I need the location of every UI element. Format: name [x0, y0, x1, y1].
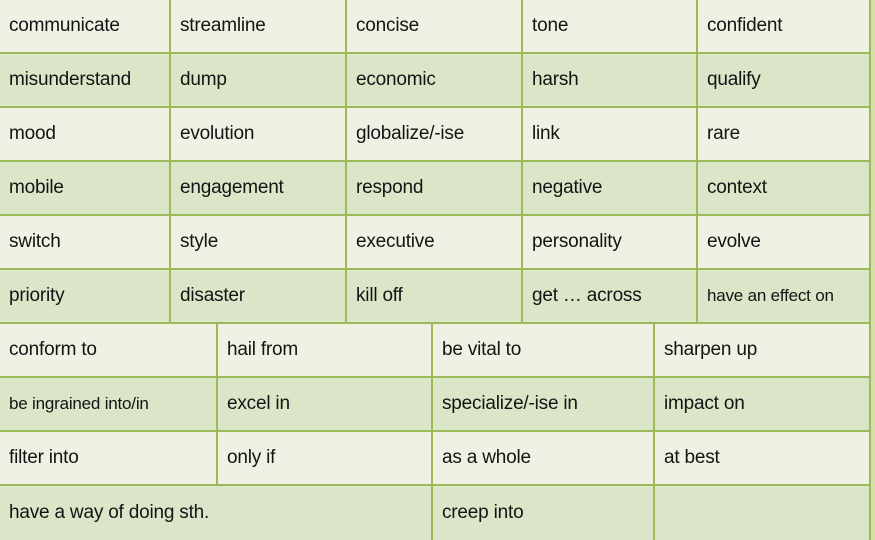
- table-cell: at best: [655, 432, 871, 486]
- table-cell: kill off: [347, 270, 523, 324]
- table-cell: filter into: [0, 432, 218, 486]
- table-cell: personality: [523, 216, 698, 270]
- vocabulary-phrases-table: conform to hail from be vital to sharpen up…: [0, 324, 871, 540]
- table-cell: communicate: [0, 0, 171, 54]
- table-cell: evolution: [171, 108, 347, 162]
- table-cell: confident: [698, 0, 871, 54]
- table-cell: engagement: [171, 162, 347, 216]
- table-cell: be vital to: [433, 324, 655, 378]
- table-cell-empty: [655, 486, 871, 540]
- table-cell: rare: [698, 108, 871, 162]
- table-row: conform to hail from be vital to sharpen up: [0, 324, 871, 378]
- table-cell: context: [698, 162, 871, 216]
- table-cell: evolve: [698, 216, 871, 270]
- table-cell: executive: [347, 216, 523, 270]
- table-cell: get … across: [523, 270, 698, 324]
- table-row: switch style executive personality evolve: [0, 216, 871, 270]
- table-row: mood evolution globalize/-ise link rare: [0, 108, 871, 162]
- table-cell: economic: [347, 54, 523, 108]
- table-cell: negative: [523, 162, 698, 216]
- table-row: be ingrained into/in excel in specialize/-…: [0, 378, 871, 432]
- table-cell: impact on: [655, 378, 871, 432]
- table-cell: style: [171, 216, 347, 270]
- table-cell: tone: [523, 0, 698, 54]
- table-cell: qualify: [698, 54, 871, 108]
- table-row: priority disaster kill off get … across have…: [0, 270, 871, 324]
- table-cell: mobile: [0, 162, 171, 216]
- table-cell: only if: [218, 432, 433, 486]
- table-row: have a way of doing sth. creep into: [0, 486, 871, 540]
- table-cell: harsh: [523, 54, 698, 108]
- table-cell: respond: [347, 162, 523, 216]
- table-cell: be ingrained into/in: [0, 378, 218, 432]
- table-row: communicate streamline concise tone confiden…: [0, 0, 871, 54]
- table-cell: conform to: [0, 324, 218, 378]
- table-cell: dump: [171, 54, 347, 108]
- table-cell: mood: [0, 108, 171, 162]
- table-cell: concise: [347, 0, 523, 54]
- table-cell: disaster: [171, 270, 347, 324]
- table-cell: switch: [0, 216, 171, 270]
- table-cell: misunderstand: [0, 54, 171, 108]
- table-cell: streamline: [171, 0, 347, 54]
- table-cell: as a whole: [433, 432, 655, 486]
- table-cell: globalize/-ise: [347, 108, 523, 162]
- table-row: filter into only if as a whole at best: [0, 432, 871, 486]
- table-cell: have a way of doing sth.: [0, 486, 433, 540]
- table-cell: have an effect on: [698, 270, 871, 324]
- vocabulary-words-table: communicate streamline concise tone confiden…: [0, 0, 871, 324]
- table-cell: specialize/-ise in: [433, 378, 655, 432]
- table-cell: link: [523, 108, 698, 162]
- table-row: misunderstand dump economic harsh qualify: [0, 54, 871, 108]
- table-cell: sharpen up: [655, 324, 871, 378]
- right-edge-strip: [871, 0, 875, 540]
- table-cell: creep into: [433, 486, 655, 540]
- table-cell: priority: [0, 270, 171, 324]
- table-cell: hail from: [218, 324, 433, 378]
- table-row: mobile engagement respond negative context: [0, 162, 871, 216]
- table-cell: excel in: [218, 378, 433, 432]
